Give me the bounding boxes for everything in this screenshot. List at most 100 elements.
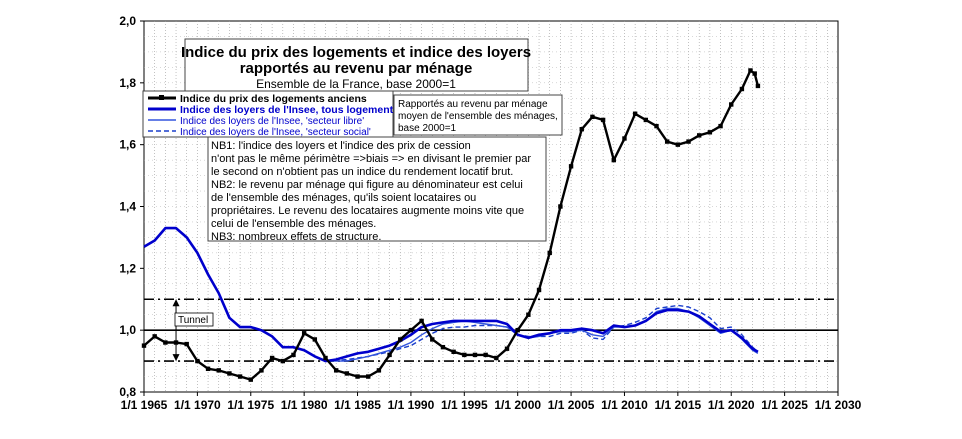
series-marker: [568, 164, 574, 169]
series-marker: [686, 139, 691, 144]
notes-line-6: propriétaires. Le revenu des locataires …: [211, 205, 524, 217]
series-marker: [323, 355, 328, 361]
x-tick-label: 1/1 2010: [601, 398, 648, 412]
y-tick-label: 1,4: [119, 200, 136, 214]
annotation-frame: [393, 94, 563, 136]
series-marker: [526, 312, 531, 317]
annotation-line-1: Rapportés au revenu par ménage: [398, 99, 548, 110]
annotation-line-3: base 2000=1: [398, 123, 457, 134]
x-tick-label: 1/1 2015: [654, 398, 701, 412]
series-marker: [227, 371, 232, 376]
tunnel-marker: Tunnel: [172, 299, 214, 362]
series-marker: [755, 83, 761, 89]
series-marker: [141, 343, 147, 348]
series-marker: [205, 366, 211, 372]
y-tick-label: 1,6: [119, 138, 136, 152]
tunnel-arrow-head-bottom: [172, 354, 180, 362]
legend-label-loyers-tous: Indice des loyers de l'Insee, tous logem…: [180, 104, 399, 116]
series-marker: [664, 139, 670, 144]
series-marker: [752, 71, 757, 76]
y-tick-label: 1,2: [119, 261, 136, 275]
series-marker: [184, 341, 189, 347]
series-marker: [611, 157, 616, 163]
series-marker: [259, 368, 264, 373]
notes-line-7: celui de l'ensemble des ménages.: [211, 218, 376, 230]
series-marker: [483, 352, 488, 358]
legend-label-loyers-libre: Indice des loyers de l'Insee, 'secteur l…: [180, 116, 364, 127]
series-line: [325, 304, 759, 362]
annotation-box: Rapportés au revenu par ménage moyen de …: [393, 94, 563, 136]
series-marker: [579, 127, 584, 132]
series-marker: [216, 368, 221, 373]
series-marker: [707, 130, 713, 135]
series-marker: [739, 86, 745, 92]
annotation-line-2: moyen de l'ensemble des ménages,: [398, 111, 558, 122]
series-marker: [515, 327, 520, 333]
series-marker: [398, 337, 403, 342]
notes-line-8: NB3: nombreux effets de structure.: [211, 231, 381, 243]
series-marker: [152, 334, 157, 339]
series-marker: [504, 346, 510, 351]
x-tick-label: 1/1 2005: [548, 398, 595, 412]
legend: Indice du prix des logements anciens Ind…: [142, 90, 399, 138]
series-marker: [248, 377, 253, 382]
series-marker: [269, 355, 275, 361]
series-marker: [355, 374, 360, 379]
x-tick-label: 1/1 2020: [708, 398, 755, 412]
series-marker: [748, 68, 753, 73]
x-tick-label: 1/1 2030: [815, 398, 862, 412]
series-marker: [536, 287, 542, 293]
series-marker: [451, 349, 456, 355]
x-tick-label: 1/1 1970: [174, 398, 221, 412]
series-marker: [291, 352, 296, 358]
x-tick-label: 1/1 1965: [121, 398, 168, 412]
series-marker: [654, 123, 659, 129]
series-marker: [280, 358, 285, 364]
x-tick-label: 1/1 1975: [227, 398, 274, 412]
y-tick-label: 2,0: [119, 14, 136, 28]
series-marker: [387, 352, 392, 358]
series-marker: [718, 123, 723, 129]
y-tick-label: 1,8: [119, 76, 136, 90]
series-marker: [163, 340, 168, 345]
series-line: [143, 226, 759, 363]
series-marker: [547, 250, 552, 256]
series-marker: [333, 368, 339, 373]
notes-line-4: NB2: le revenu par ménage qui figure au …: [211, 179, 523, 191]
series-marker: [729, 102, 734, 107]
x-tick-label: 1/1 1980: [281, 398, 328, 412]
legend-label-loyers-social: Indice des loyers de l'Insee, 'secteur s…: [180, 127, 371, 138]
y-tick-label: 0,8: [119, 385, 136, 399]
notes-frame: [207, 136, 547, 242]
series-marker: [632, 111, 638, 116]
tunnel-arrow-head-top: [172, 299, 180, 307]
x-tick-label: 1/1 2000: [494, 398, 541, 412]
series-marker: [408, 327, 414, 333]
notes-line-2: n'ont pas le même périmètre =>biais => e…: [211, 153, 531, 165]
x-tick-label: 1/1 1995: [441, 398, 488, 412]
series-marker: [312, 337, 318, 342]
series-marker: [237, 374, 243, 379]
chart-title-line2: rapportés au revenu par ménage: [240, 60, 473, 77]
notes-box: NB1: l'indice des loyers et l'indice des…: [207, 136, 547, 243]
series-marker: [195, 358, 200, 364]
notes-line-5: de l'ensemble des ménages, qu'ils soient…: [211, 192, 476, 204]
legend-marker-prix: [159, 95, 164, 100]
series-marker: [697, 133, 702, 138]
series-marker: [558, 204, 563, 209]
series-marker: [462, 352, 467, 358]
legend-label-prix: Indice du prix des logements anciens: [180, 93, 367, 105]
notes-line-3: le second on n'obtient pas un indice du …: [211, 166, 513, 178]
series-marker: [301, 331, 307, 336]
series-marker: [675, 142, 681, 147]
series-marker: [430, 337, 435, 342]
series-marker: [590, 114, 595, 120]
notes-line-1: NB1: l'indice des loyers et l'indice des…: [211, 140, 471, 152]
series-marker: [376, 368, 382, 373]
x-tick-label: 1/1 1990: [388, 398, 435, 412]
tunnel-label: Tunnel: [178, 315, 208, 326]
series-marker: [344, 371, 350, 376]
title-frame: [184, 38, 529, 92]
